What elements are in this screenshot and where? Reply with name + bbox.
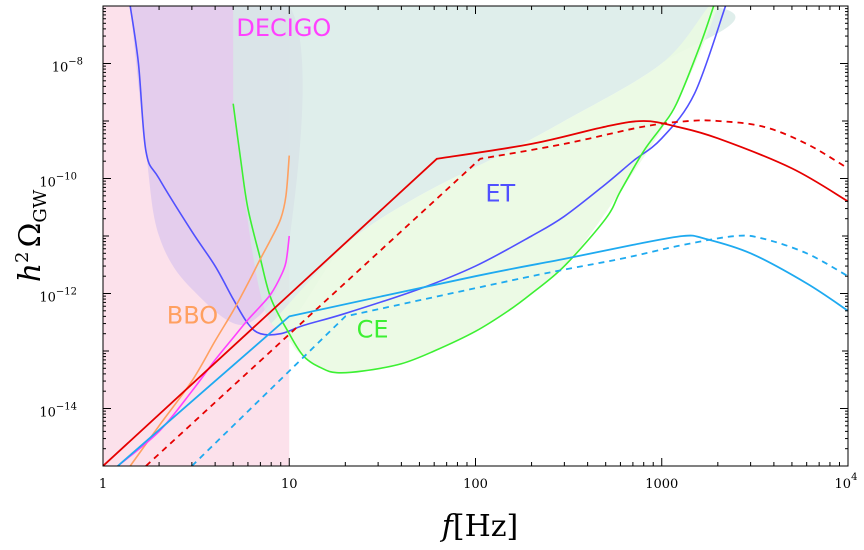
x-tick-label: 104	[835, 472, 858, 492]
y-tick-label-exp: −8	[68, 57, 83, 68]
x-tick-label: 10	[281, 477, 298, 492]
x-tick-label: 100	[463, 477, 488, 492]
axis-ticks	[102, 6, 848, 467]
y-tick-label: 10−8	[52, 57, 83, 76]
x-tick-label-base: 100	[463, 477, 488, 492]
red-dashed-curve	[145, 119, 848, 466]
shaded-regions	[103, 6, 736, 466]
y-tick-label-exp: −14	[56, 402, 77, 413]
label-ce: CE	[357, 316, 389, 344]
y-tick-label: 10−14	[39, 402, 77, 421]
blue-solid-curve	[117, 234, 848, 466]
x-axis-title: f[Hz]	[440, 509, 519, 544]
label-bbo: BBO	[167, 302, 218, 330]
y-tick-label-base: 10	[52, 61, 69, 76]
y-axis-title-h: h	[13, 263, 48, 282]
x-tick-label-exp: 4	[851, 472, 857, 483]
y-tick-label-base: 10	[39, 406, 56, 421]
y-tick-label: 10−10	[39, 172, 77, 191]
y-tick-label-base: 10	[39, 291, 56, 306]
bbo-curve	[129, 155, 291, 466]
y-tick-label-exp: −12	[56, 287, 77, 298]
x-tick-label: 1000	[645, 477, 678, 492]
x-tick-label-base: 1	[99, 477, 107, 492]
decigo-lower-curve	[117, 235, 291, 466]
ce-region	[271, 6, 718, 373]
y-tick-label-base: 10	[39, 176, 56, 191]
et-region	[233, 6, 736, 328]
y-axis-title-sub: GW	[30, 189, 51, 222]
label-et: ET	[485, 179, 515, 207]
y-axis-title-power: 2	[12, 251, 33, 262]
x-tick-label-base: 1000	[645, 477, 678, 492]
decigo-curve	[129, 6, 727, 336]
y-axis-title-omega: Ω	[13, 223, 48, 248]
x-tick-label: 1	[99, 477, 107, 492]
blue-dashed-curve	[191, 234, 848, 466]
red-solid-curve	[103, 120, 848, 466]
y-tick-label: 10−12	[39, 287, 77, 306]
et-curve	[232, 6, 715, 374]
curve-labels: DECIGO ET BBO CE	[167, 14, 516, 344]
x-axis-title-unit: [Hz]	[453, 509, 518, 544]
label-decigo: DECIGO	[236, 14, 331, 42]
x-tick-label-base: 10	[835, 477, 852, 492]
y-tick-label-exp: −10	[56, 172, 77, 183]
x-tick-label-base: 10	[281, 477, 298, 492]
sensitivity-curves	[103, 6, 848, 466]
y-axis-title: h2 ΩGW	[12, 189, 51, 282]
